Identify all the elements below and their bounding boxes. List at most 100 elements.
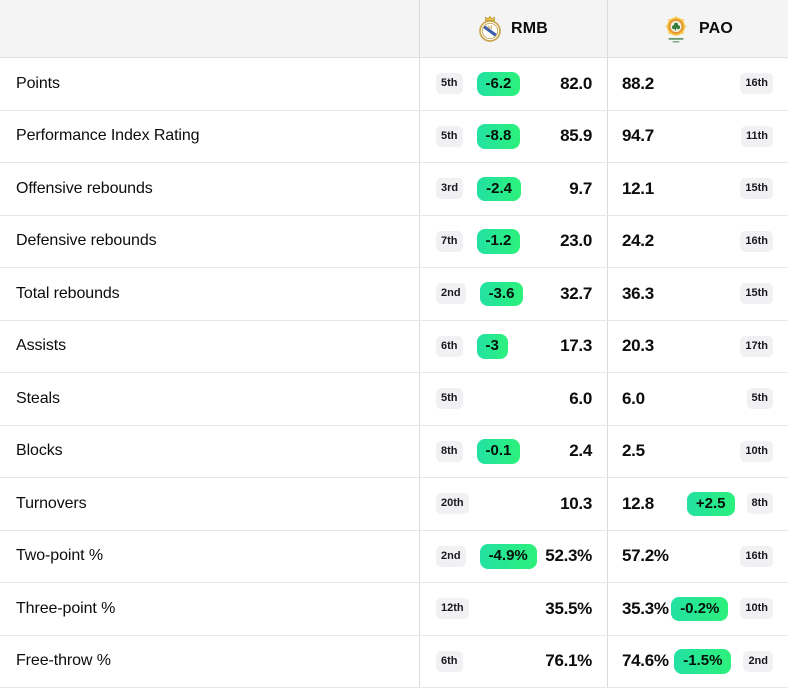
pao-right-group: 5th xyxy=(746,388,773,410)
stat-row: Defensive rebounds 7th -1.2 23.0 24.2 16… xyxy=(0,215,788,268)
stat-row: Steals 5th 6.0 6.0 5th xyxy=(0,373,788,426)
header-spacer xyxy=(0,0,420,57)
rmb-rank-badge: 12th xyxy=(436,598,469,620)
stat-row: Free-throw % 6th 76.1% 74.6% -1.5% 2nd xyxy=(0,635,788,688)
pao-rank-badge: 10th xyxy=(740,440,773,462)
pao-stat-cell: 74.6% -1.5% 2nd xyxy=(608,636,788,688)
pao-diff-badge: -0.2% xyxy=(671,596,729,621)
pao-right-group: -1.5% 2nd xyxy=(674,649,773,674)
rmb-stat-cell: 7th -1.2 23.0 xyxy=(420,215,608,267)
rmb-stat-cell: 8th -0.1 2.4 xyxy=(420,425,608,477)
pao-value: 2.5 xyxy=(622,441,645,461)
pao-right-group: 16th xyxy=(740,230,773,252)
rmb-value: 23.0 xyxy=(560,231,592,251)
team-abbr-rmb: RMB xyxy=(510,19,549,37)
rmb-rank-badge: 5th xyxy=(436,388,463,410)
rmb-value: 82.0 xyxy=(560,73,592,93)
stat-row: Three-point % 12th 35.5% 35.3% -0.2% 10t… xyxy=(0,583,788,636)
rmb-diff-badge: -3.6 xyxy=(479,281,524,306)
rmb-value: 2.4 xyxy=(569,441,592,461)
stat-row: Two-point % 2nd -4.9% 52.3% 57.2% 16th xyxy=(0,530,788,583)
pao-rank-badge: 11th xyxy=(740,125,773,147)
pao-right-group: -0.2% 10th xyxy=(671,596,773,621)
rmb-stat-cell: 6th 76.1% xyxy=(420,635,608,687)
pao-rank-badge: 16th xyxy=(740,545,773,567)
pao-right-group: 15th xyxy=(740,178,773,200)
stat-row: Assists 6th -3 17.3 20.3 17th xyxy=(0,320,788,373)
stat-row: Total rebounds 2nd -3.6 32.7 36.3 15th xyxy=(0,268,788,321)
pao-value: 74.6% xyxy=(622,651,669,671)
rmb-rank-badge: 20th xyxy=(436,493,469,515)
stat-name: Defensive rebounds xyxy=(16,232,157,250)
stat-name: Offensive rebounds xyxy=(16,179,153,197)
stat-name: Blocks xyxy=(16,442,63,460)
rmb-stat-cell: 5th -8.8 85.9 xyxy=(420,110,608,162)
stat-name: Performance Index Rating xyxy=(16,127,200,145)
table-header: M RMB xyxy=(0,0,788,58)
rmb-stat-cell: 20th 10.3 xyxy=(420,478,608,530)
rmb-diff-badge: -0.1 xyxy=(476,439,521,464)
pao-stat-cell: 6.0 5th xyxy=(608,373,788,425)
panathinaikos-crest-icon xyxy=(663,14,689,44)
stat-row: Offensive rebounds 3rd -2.4 9.7 12.1 15t… xyxy=(0,163,788,216)
rmb-stat-cell: 2nd -3.6 32.7 xyxy=(420,268,608,320)
pao-rank-badge: 16th xyxy=(740,73,773,95)
pao-value: 88.2 xyxy=(622,73,654,93)
stat-row: Performance Index Rating 5th -8.8 85.9 9… xyxy=(0,110,788,163)
stat-name: Two-point % xyxy=(16,547,103,565)
stat-row: Turnovers 20th 10.3 12.8 +2.5 8th xyxy=(0,478,788,531)
pao-stat-cell: 57.2% 16th xyxy=(608,531,788,583)
rmb-rank-badge: 8th xyxy=(436,440,463,462)
stat-name: Turnovers xyxy=(16,494,87,512)
rmb-diff-badge: -4.9% xyxy=(479,544,537,569)
rmb-diff-badge: -1.2 xyxy=(476,229,521,254)
rmb-rank-badge: 2nd xyxy=(436,283,466,305)
pao-rank-badge: 15th xyxy=(740,178,773,200)
stat-name: Total rebounds xyxy=(16,284,120,302)
rmb-stat-cell: 12th 35.5% xyxy=(420,583,608,635)
pao-rank-badge: 17th xyxy=(740,335,773,357)
rmb-diff-badge: -2.4 xyxy=(477,176,521,201)
pao-stat-cell: 88.2 16th xyxy=(608,58,788,110)
pao-value: 94.7 xyxy=(622,126,654,146)
pao-stat-cell: 24.2 16th xyxy=(608,216,788,268)
stat-name: Steals xyxy=(16,389,60,407)
pao-value: 12.8 xyxy=(622,493,654,513)
pao-stat-cell: 94.7 11th xyxy=(608,111,788,163)
stats-rows: Points 5th -6.2 82.0 88.2 16th Performan… xyxy=(0,58,788,688)
pao-value: 20.3 xyxy=(622,336,654,356)
rmb-value: 32.7 xyxy=(560,283,592,303)
rmb-value: 6.0 xyxy=(569,388,592,408)
pao-right-group: 11th xyxy=(740,125,773,147)
rmb-rank-badge: 2nd xyxy=(436,545,466,567)
team-abbr-pao: PAO xyxy=(698,19,734,37)
stat-name: Three-point % xyxy=(16,599,116,617)
pao-value: 35.3% xyxy=(622,598,669,618)
rmb-rank-badge: 7th xyxy=(436,230,463,252)
rmb-rank-badge: 6th xyxy=(436,335,463,357)
rmb-value: 52.3% xyxy=(545,546,592,566)
pao-right-group: 16th xyxy=(740,545,773,567)
rmb-rank-badge: 3rd xyxy=(436,178,464,200)
rmb-value: 76.1% xyxy=(545,651,592,671)
team-header-rmb[interactable]: M RMB xyxy=(420,0,608,57)
rmb-rank-badge: 5th xyxy=(436,125,463,147)
pao-rank-badge: 15th xyxy=(740,283,773,305)
stat-name: Points xyxy=(16,74,60,92)
stat-name: Assists xyxy=(16,337,66,355)
pao-right-group: 16th xyxy=(740,73,773,95)
rmb-stat-cell: 2nd -4.9% 52.3% xyxy=(420,530,608,582)
pao-stat-cell: 12.8 +2.5 8th xyxy=(608,478,788,530)
pao-value: 36.3 xyxy=(622,283,654,303)
rmb-stat-cell: 5th -6.2 82.0 xyxy=(420,58,608,110)
team-header-pao[interactable]: PAO xyxy=(608,0,788,57)
pao-diff-badge: -1.5% xyxy=(674,649,732,674)
pao-stat-cell: 36.3 15th xyxy=(608,268,788,320)
pao-value: 6.0 xyxy=(622,388,645,408)
rmb-value: 17.3 xyxy=(560,336,592,356)
pao-stat-cell: 12.1 15th xyxy=(608,163,788,215)
stat-row: Blocks 8th -0.1 2.4 2.5 10th xyxy=(0,425,788,478)
rmb-rank-badge: 5th xyxy=(436,73,463,95)
pao-right-group: 17th xyxy=(740,335,773,357)
